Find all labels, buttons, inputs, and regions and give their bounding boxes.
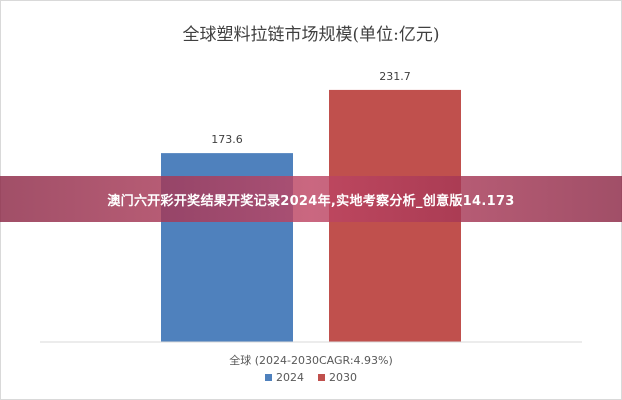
overlay-banner[interactable]: 澳门六开彩开奖结果开奖记录2024年,实地考察分析_创意版14.173 xyxy=(0,176,622,222)
data-label-2024: 173.6 xyxy=(211,133,243,146)
banner-text: 澳门六开彩开奖结果开奖记录2024年,实地考察分析_创意版14.173 xyxy=(107,193,515,209)
legend-label-2024: 2024 xyxy=(276,371,304,384)
legend-label-2030: 2030 xyxy=(329,371,357,384)
x-category-label: 全球 (2024-2030CAGR:4.93%) xyxy=(229,354,393,367)
legend-swatch-2030 xyxy=(318,374,325,381)
data-label-2030: 231.7 xyxy=(379,70,411,83)
legend-item-2030: 2030 xyxy=(318,371,357,384)
chart-title: 全球塑料拉链市场规模(单位:亿元) xyxy=(182,25,440,45)
legend-swatch-2024 xyxy=(265,374,272,381)
legend: 2024 2030 xyxy=(0,371,622,384)
legend-item-2024: 2024 xyxy=(265,371,304,384)
